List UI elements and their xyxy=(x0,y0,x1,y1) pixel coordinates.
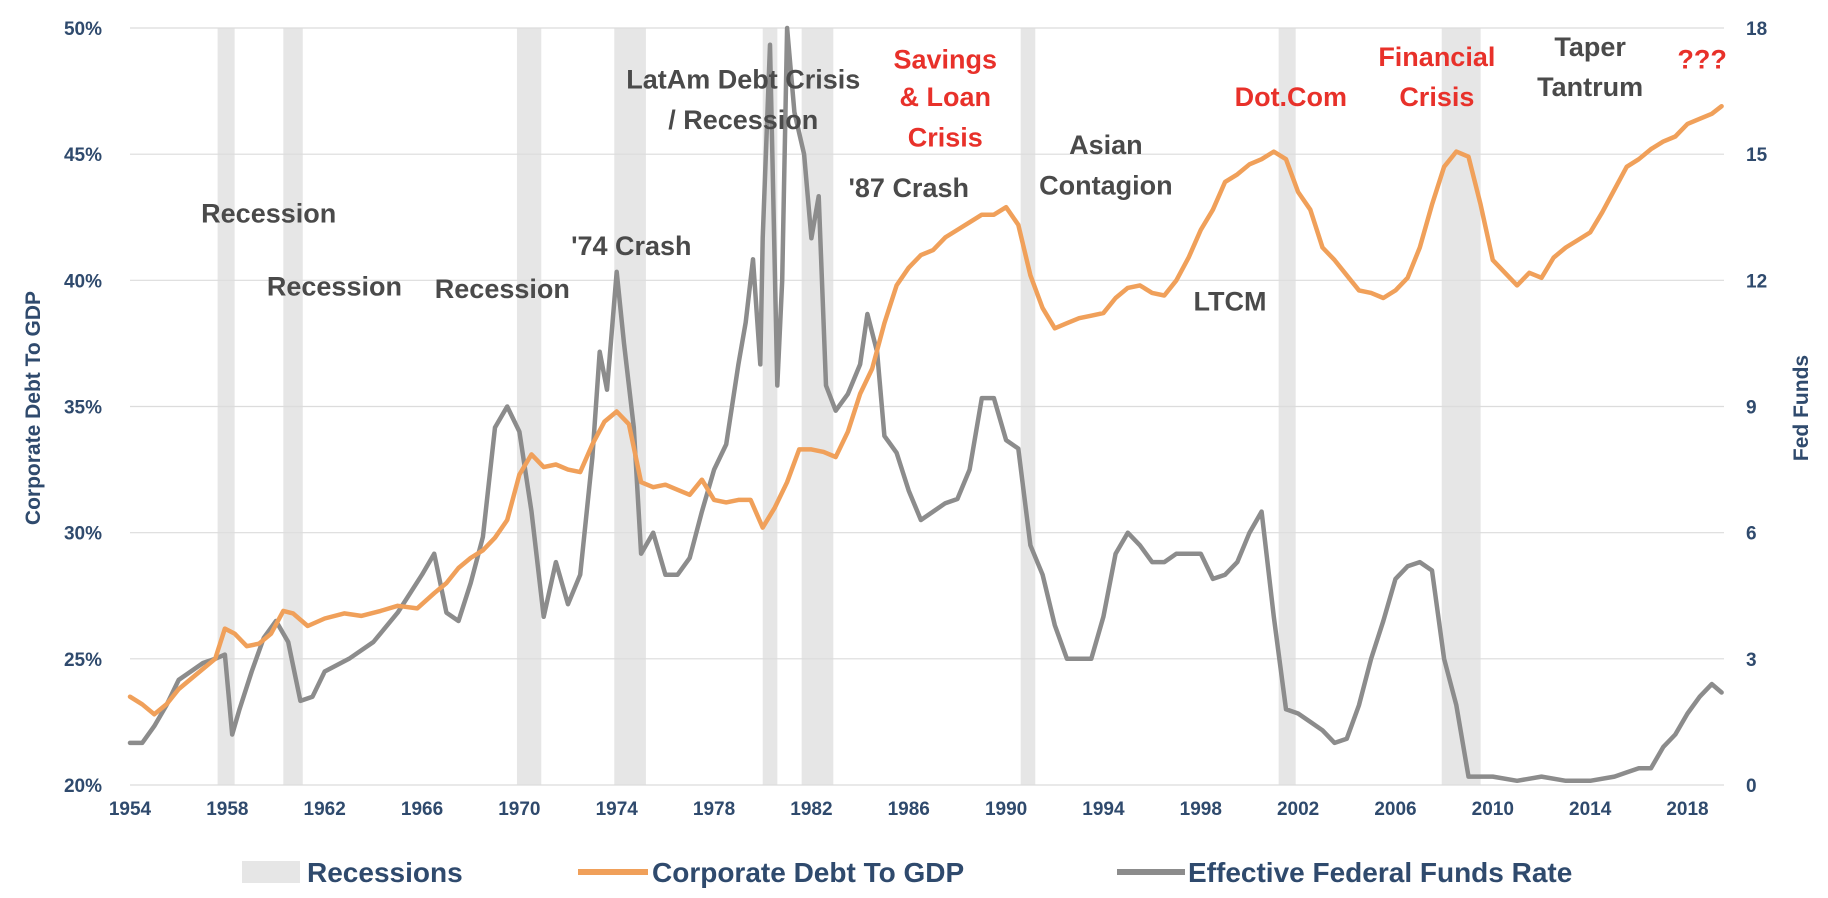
y-right-tick-label: 6 xyxy=(1746,524,1757,545)
x-tick-label: 1982 xyxy=(790,799,832,820)
annotation-label: '74 Crash xyxy=(571,231,692,261)
legend-label-recessions: Recessions xyxy=(307,857,463,888)
annotation-label: Dot.Com xyxy=(1235,82,1347,112)
y-right-tick-label: 3 xyxy=(1746,650,1757,671)
x-tick-label: 1962 xyxy=(304,799,346,820)
y-tick-label: 30% xyxy=(64,524,102,545)
y-tick-label: 40% xyxy=(64,271,102,292)
x-tick-label: 1998 xyxy=(1180,799,1222,820)
x-tick-label: 2018 xyxy=(1666,799,1708,820)
y-right-tick-label: 15 xyxy=(1746,145,1768,166)
annotation-label: Taper xyxy=(1554,32,1626,62)
y-right-tick-label: 0 xyxy=(1746,776,1757,797)
y-axis-right-title: Fed Funds xyxy=(1790,355,1813,461)
legend-swatch-recessions xyxy=(242,861,300,883)
annotation-label: '87 Crash xyxy=(848,173,969,203)
x-tick-label: 1958 xyxy=(206,799,248,820)
x-tick-label: 1974 xyxy=(596,799,639,820)
x-axis-ticks: 1954 1958 1962 1966 1970 1974 1978 1982 1986 1990… xyxy=(109,799,1709,820)
annotation-label: Asian xyxy=(1069,130,1143,160)
y-tick-label: 50% xyxy=(64,19,102,40)
annotation-label: Contagion xyxy=(1039,171,1172,201)
x-tick-label: 2006 xyxy=(1374,799,1416,820)
x-tick-label: 1994 xyxy=(1082,799,1125,820)
x-tick-label: 1986 xyxy=(888,799,930,820)
annotation-label: ??? xyxy=(1677,44,1726,74)
y-tick-label: 20% xyxy=(64,776,102,797)
annotation-label: Financial xyxy=(1378,42,1495,72)
left-axis-ticks: 20% 25% 30% 35% 40% 45% 50% xyxy=(64,19,102,797)
x-tick-label: 2002 xyxy=(1277,799,1319,820)
x-tick-label: 1954 xyxy=(109,799,152,820)
fed-funds-line xyxy=(127,25,1724,784)
x-tick-label: 1970 xyxy=(498,799,540,820)
x-tick-label: 1978 xyxy=(693,799,735,820)
annotation-label: Tantrum xyxy=(1537,72,1643,102)
y-tick-label: 35% xyxy=(64,398,102,419)
annotation-label: Recession xyxy=(435,274,570,304)
legend: Recessions Corporate Debt To GDP Effecti… xyxy=(242,857,1572,888)
x-tick-label: 1966 xyxy=(401,799,443,820)
series-lines xyxy=(127,25,1724,784)
legend-label-debt: Corporate Debt To GDP xyxy=(652,857,964,888)
y-right-tick-label: 9 xyxy=(1746,398,1757,419)
x-tick-label: 1990 xyxy=(985,799,1027,820)
y-tick-label: 25% xyxy=(64,650,102,671)
y-tick-label: 45% xyxy=(64,145,102,166)
y-right-tick-label: 18 xyxy=(1746,19,1767,40)
annotation-label: & Loan xyxy=(900,82,992,112)
annotation-label: Crisis xyxy=(1399,82,1474,112)
annotation-label: Savings xyxy=(893,44,997,74)
annotation-label: Recession xyxy=(267,271,402,301)
annotation-label: / Recession xyxy=(668,105,818,135)
x-tick-label: 2014 xyxy=(1569,799,1612,820)
annotation-label: LTCM xyxy=(1193,287,1266,317)
y-right-tick-label: 12 xyxy=(1746,271,1767,292)
annotation-label: Recession xyxy=(201,198,336,228)
x-tick-label: 2010 xyxy=(1472,799,1514,820)
annotation-label: LatAm Debt Crisis xyxy=(626,65,860,95)
corporate-debt-line xyxy=(127,103,1724,717)
legend-label-fedfunds: Effective Federal Funds Rate xyxy=(1188,857,1572,888)
annotation-label: Crisis xyxy=(908,123,983,153)
right-axis-ticks: 0 3 6 9 12 15 18 xyxy=(1746,19,1768,797)
y-axis-left-title: Corporate Debt To GDP xyxy=(22,291,45,525)
